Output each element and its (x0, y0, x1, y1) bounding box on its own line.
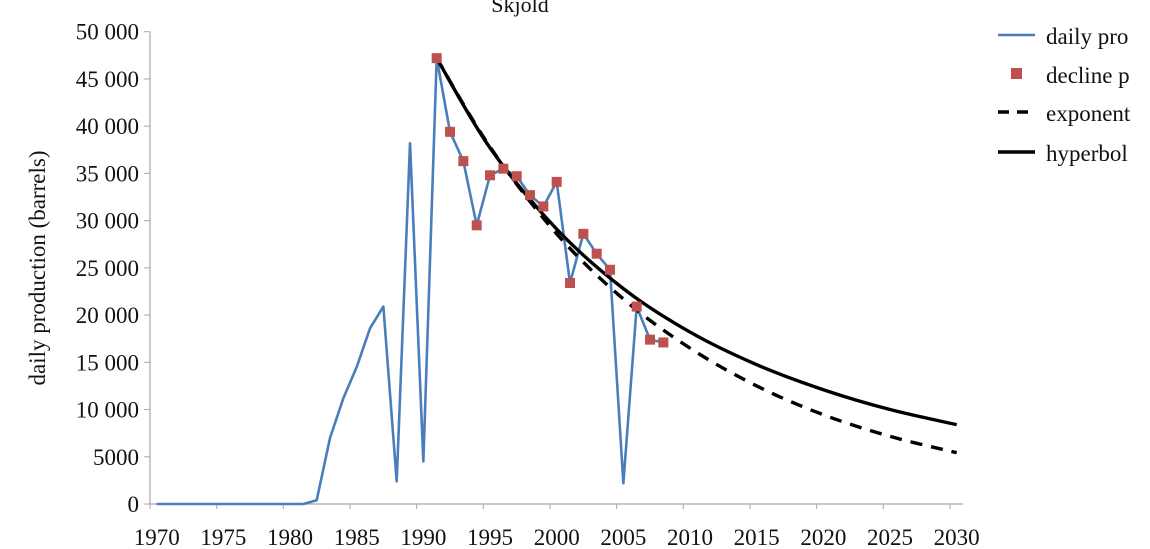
decline-point-marker (565, 277, 576, 288)
y-tick-label: 35 000 (76, 161, 139, 186)
x-tick-label: 2010 (667, 525, 713, 549)
y-tick-label: 25 000 (76, 256, 139, 281)
legend: daily pro decline p exponent hyperbol (998, 24, 1131, 166)
decline-point-marker (591, 248, 602, 259)
series-hyperbolic-fit (435, 57, 958, 427)
y-tick-label: 45 000 (76, 67, 139, 92)
decline-point-marker (511, 171, 522, 182)
x-tick-label: 2000 (534, 525, 580, 549)
y-tick-label: 40 000 (76, 114, 139, 139)
decline-point-marker (525, 190, 536, 201)
y-tick-label: 50 000 (76, 20, 139, 45)
y-tick-label: 10 000 (76, 398, 139, 423)
x-tick-label: 1980 (267, 525, 313, 549)
x-tick-label: 1990 (400, 525, 446, 549)
decline-point-marker (658, 337, 669, 348)
series-exponential-fit (435, 57, 958, 455)
decline-point-marker (458, 156, 469, 167)
y-axis-label: daily production (barrels) (25, 150, 50, 385)
legend-label: exponent (1046, 101, 1131, 126)
legend-label: hyperbol (1046, 141, 1128, 166)
x-tick-label: 1985 (334, 525, 380, 549)
x-tick-label: 2020 (800, 525, 846, 549)
y-tick-label: 15 000 (76, 350, 139, 375)
decline-point-marker (645, 334, 656, 345)
legend-label: decline p (1046, 63, 1130, 88)
plot-area (156, 53, 958, 506)
decline-point-marker (578, 228, 589, 239)
decline-point-marker (538, 201, 549, 212)
y-tick-label: 20 000 (76, 303, 139, 328)
decline-point-marker (445, 126, 456, 137)
x-tick-label: 1975 (200, 525, 246, 549)
x-tick-label: 2015 (734, 525, 780, 549)
x-tick-label: 1970 (134, 525, 180, 549)
y-tick-label: 0 (128, 492, 140, 517)
decline-point-marker (498, 163, 509, 174)
legend-label: daily pro (1046, 24, 1128, 49)
axes: 0 5000 10 000 15 000 20 000 25 000 30 000 35 00… (76, 20, 980, 549)
y-tick-label: 5000 (93, 445, 139, 470)
decline-point-marker (431, 53, 442, 64)
decline-point-marker (471, 220, 482, 231)
x-tick-label: 1995 (467, 525, 513, 549)
x-tick-label: 2025 (867, 525, 913, 549)
decline-point-marker (605, 264, 616, 275)
x-tick-label: 2005 (600, 525, 646, 549)
y-tick-label: 30 000 (76, 209, 139, 234)
legend-marker-icon (1011, 68, 1022, 79)
decline-point-marker (631, 301, 642, 312)
x-tick-label: 2030 (934, 525, 980, 549)
series-daily-production-line (156, 56, 664, 506)
decline-point-marker (485, 170, 496, 181)
decline-point-marker (551, 176, 562, 187)
chart-title: Skjold (491, 0, 548, 17)
